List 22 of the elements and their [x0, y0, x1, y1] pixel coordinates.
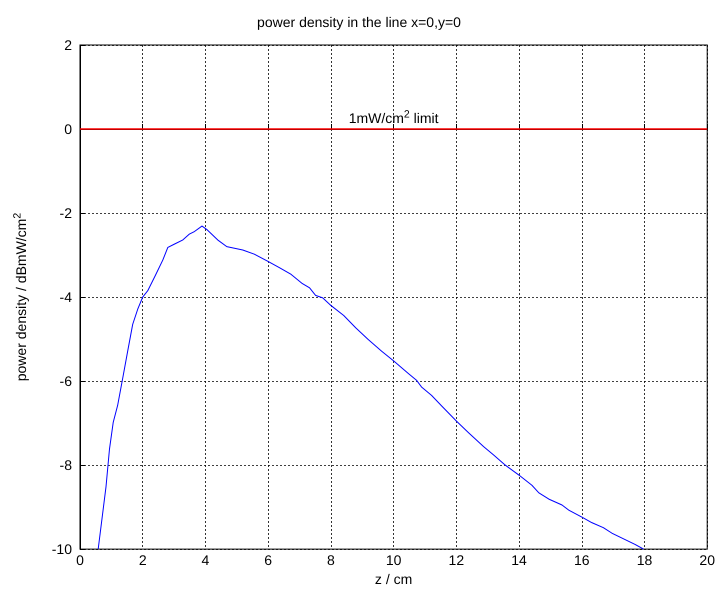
- y-tick-label: -4: [60, 289, 72, 306]
- x-tick-label: 2: [138, 552, 147, 568]
- y-axis-title: power density / dBmW/cm2: [12, 212, 29, 382]
- x-axis-title: z / cm: [374, 571, 412, 587]
- y-tick-label: -8: [60, 457, 72, 474]
- x-tick-label: 4: [202, 552, 210, 568]
- x-tick-label: 12: [448, 552, 464, 568]
- y-tick-label: -10: [52, 541, 72, 558]
- y-tick-label: 0: [64, 121, 72, 138]
- chart-title: power density in the line x=0,y=0: [257, 14, 462, 30]
- x-tick-label: 18: [636, 552, 652, 568]
- y-tick-label: -2: [60, 205, 72, 222]
- x-tick-label: 6: [264, 552, 272, 568]
- y-tick-label: 2: [64, 37, 72, 53]
- x-tick-label: 14: [511, 552, 528, 568]
- x-tick-label: 16: [574, 552, 590, 568]
- line-series: [98, 226, 644, 550]
- x-tick-label: 10: [386, 552, 402, 568]
- y-tick-label: -6: [60, 373, 72, 390]
- x-tick-label: 20: [699, 552, 716, 568]
- x-tick-label: 8: [326, 552, 335, 568]
- x-tick-label: 0: [76, 552, 84, 568]
